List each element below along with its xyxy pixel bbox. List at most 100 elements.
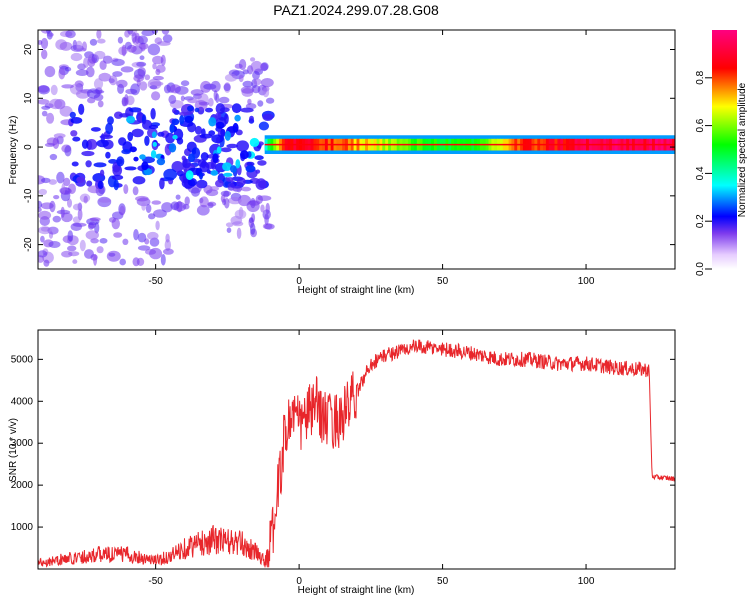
spectral-blob bbox=[135, 195, 149, 202]
snr-y-tick-label: 3000 bbox=[11, 438, 34, 449]
spectral-blob bbox=[49, 200, 56, 213]
spectral-blob bbox=[64, 145, 72, 157]
spectral-blob bbox=[160, 253, 166, 266]
spectral-blob bbox=[176, 137, 184, 145]
spectral-blob bbox=[133, 229, 139, 241]
spectral-blob bbox=[38, 40, 43, 45]
spectral-blob bbox=[111, 58, 125, 66]
spectral-blob bbox=[254, 155, 264, 161]
spectral-blob bbox=[112, 164, 123, 177]
snr-x-tick-label: 0 bbox=[296, 576, 302, 587]
spectral-blob bbox=[99, 238, 108, 244]
spectral-blob bbox=[65, 30, 76, 39]
spectral-blob bbox=[116, 156, 125, 167]
snr-panel: -50 0 50 100 1000 2000 3000 4000 5000 Height of … bbox=[8, 329, 676, 596]
spectral-blob bbox=[149, 247, 163, 260]
spectrogram-frame bbox=[37, 29, 676, 270]
spectral-blob bbox=[141, 202, 146, 211]
spectral-blob bbox=[114, 111, 123, 119]
colorbar-label: Normalized spectral amplitude bbox=[737, 82, 748, 217]
spectral-blob bbox=[89, 38, 98, 46]
spectral-blob bbox=[123, 184, 129, 195]
spectral-blob bbox=[82, 41, 87, 52]
snr-x-tick-label: -50 bbox=[148, 576, 163, 587]
spectral-blob bbox=[258, 121, 269, 131]
spectral-blob bbox=[121, 149, 131, 155]
spectral-blob bbox=[159, 177, 165, 190]
spectral-blob bbox=[69, 111, 76, 119]
spectral-blob bbox=[145, 204, 152, 213]
spectral-blob bbox=[220, 128, 226, 137]
spectral-blob bbox=[96, 30, 102, 39]
spectral-blob bbox=[165, 233, 170, 243]
spectral-core bbox=[245, 165, 256, 173]
colorbar-tick-label: 0.6 bbox=[695, 118, 706, 132]
spectral-blob bbox=[85, 230, 100, 240]
spectral-blob bbox=[68, 251, 80, 257]
snr-y-axis-label: SNR (10 * v/v) bbox=[8, 418, 19, 482]
spectral-blob bbox=[127, 30, 134, 35]
spectrogram-y-tick-label: -20 bbox=[23, 237, 34, 252]
spectral-blob bbox=[170, 201, 180, 211]
spectral-blob bbox=[175, 194, 181, 200]
spectral-blob bbox=[163, 84, 171, 94]
snr-series-line bbox=[38, 339, 675, 568]
colorbar-gradient bbox=[712, 30, 737, 269]
spectral-blob bbox=[83, 195, 88, 204]
spectral-blob bbox=[83, 57, 89, 68]
spectral-blob bbox=[257, 160, 267, 166]
spectral-blob bbox=[49, 153, 58, 161]
spectral-blob bbox=[205, 107, 213, 113]
spectral-blob bbox=[252, 71, 260, 80]
spectral-blob bbox=[72, 259, 78, 264]
spectral-blob bbox=[260, 204, 265, 213]
spectral-blob bbox=[249, 217, 254, 224]
spectral-blob bbox=[250, 60, 263, 73]
spectral-blob bbox=[96, 139, 109, 148]
spectral-blob bbox=[234, 209, 247, 220]
spectral-core bbox=[216, 146, 222, 154]
spectral-core bbox=[168, 143, 177, 153]
spectral-blob bbox=[96, 246, 104, 254]
spectral-blob bbox=[148, 124, 159, 130]
spectral-blob bbox=[150, 108, 156, 120]
spectral-blob bbox=[255, 178, 267, 191]
colorbar-tick-label: 0.2 bbox=[695, 214, 706, 228]
spectrogram-x-axis-label: Height of straight line (km) bbox=[298, 285, 415, 296]
spectral-blob bbox=[163, 248, 174, 255]
spectral-blob bbox=[140, 42, 146, 52]
spectral-blob bbox=[232, 221, 244, 227]
spectral-blob bbox=[61, 212, 73, 223]
spectral-blob bbox=[59, 105, 73, 117]
spectral-blob bbox=[191, 187, 200, 197]
spectral-blob bbox=[152, 55, 164, 65]
spectral-blob bbox=[161, 202, 173, 213]
spectral-core bbox=[223, 172, 233, 177]
spectrogram-y-axis-label: Frequency (Hz) bbox=[8, 116, 19, 185]
spectral-blob bbox=[52, 215, 61, 223]
spectral-blob bbox=[234, 63, 243, 69]
spectral-blob bbox=[67, 198, 72, 208]
spectral-blob bbox=[124, 166, 137, 171]
spectral-blob bbox=[242, 80, 253, 88]
spectral-blob bbox=[172, 107, 177, 114]
spectral-blob bbox=[41, 177, 51, 184]
spectral-blob bbox=[147, 43, 161, 56]
spectral-blob bbox=[132, 257, 140, 267]
spectral-core bbox=[126, 115, 136, 124]
snr-plot-area bbox=[38, 339, 675, 568]
spectral-blob bbox=[132, 186, 139, 196]
spectral-core bbox=[230, 165, 237, 173]
spectral-blob bbox=[87, 185, 102, 194]
spectral-blob bbox=[72, 216, 81, 224]
spectral-core bbox=[150, 150, 157, 159]
spectral-blob bbox=[236, 140, 250, 152]
spectral-blob bbox=[155, 64, 166, 73]
spectral-core bbox=[240, 150, 249, 160]
spectral-blob bbox=[48, 179, 57, 185]
spectral-blob bbox=[157, 131, 165, 137]
spectral-blob bbox=[107, 116, 114, 125]
snr-x-tick-label: 100 bbox=[578, 576, 595, 587]
spectral-blob bbox=[58, 67, 66, 80]
snr-y-tick-label: 5000 bbox=[11, 354, 34, 365]
